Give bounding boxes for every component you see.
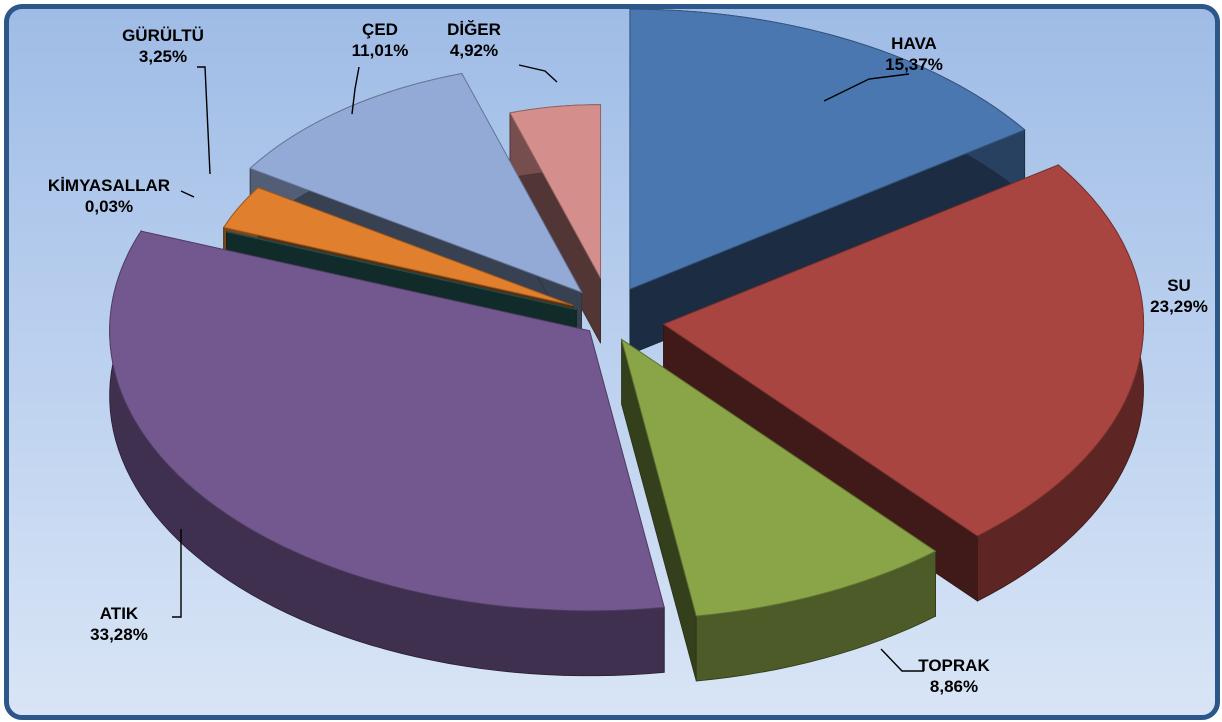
- label-gurultu-name: GÜRÜLTÜ: [122, 26, 204, 45]
- label-atik-value: 33,28%: [90, 625, 148, 644]
- label-atik-name: ATIK: [100, 604, 139, 623]
- slice-atik-top: [109, 230, 665, 612]
- chart-frame: HAVA 15,37% SU 23,29% TOPRAK 8,86% ATIK 33,28% K…: [4, 4, 1220, 720]
- slice-gurultu-top: [222, 187, 574, 306]
- slice-kimyasallar-top: [225, 230, 577, 311]
- label-su-name: SU: [1167, 276, 1191, 295]
- label-kimyasallar-name: KİMYASALLAR: [48, 176, 170, 195]
- pie-chart: HAVA 15,37% SU 23,29% TOPRAK 8,86% ATIK 33,28% K…: [48, 9, 1208, 696]
- label-gurultu-value: 3,25%: [139, 47, 187, 66]
- leader-kimyasallar: [180, 190, 195, 198]
- leader-diger: [518, 64, 558, 83]
- label-su-value: 23,29%: [1150, 297, 1208, 316]
- leader-ced: [351, 66, 360, 115]
- labels-layer: HAVA 15,37% SU 23,29% TOPRAK 8,86% ATIK 33,28% K…: [48, 20, 1208, 696]
- leader-hava: [823, 73, 910, 102]
- slice-ced-top: [249, 72, 583, 294]
- leader-atik: [172, 529, 182, 618]
- label-diger-name: DİĞER: [447, 20, 501, 39]
- label-diger-value: 4,92%: [450, 41, 498, 60]
- slice-hava-top: [629, 9, 1026, 290]
- label-hava-value: 15,37%: [885, 55, 943, 74]
- label-toprak-name: TOPRAK: [918, 656, 990, 675]
- label-ced-name: ÇED: [362, 20, 398, 39]
- slice-diger-top: [509, 104, 602, 279]
- label-hava-name: HAVA: [891, 34, 937, 53]
- leader-gurultu: [197, 66, 211, 175]
- leader-toprak: [880, 648, 924, 672]
- slices-layer: [109, 9, 1145, 682]
- leaders-layer: [172, 64, 924, 672]
- label-kimyasallar-value: 0,03%: [85, 197, 133, 216]
- slice-toprak: [620, 338, 937, 682]
- slice-toprak-top: [620, 338, 937, 617]
- slice-su-top: [662, 164, 1145, 537]
- label-ced-value: 11,01%: [352, 41, 409, 60]
- label-toprak-value: 8,86%: [930, 677, 978, 696]
- slice-atik: [109, 229, 665, 677]
